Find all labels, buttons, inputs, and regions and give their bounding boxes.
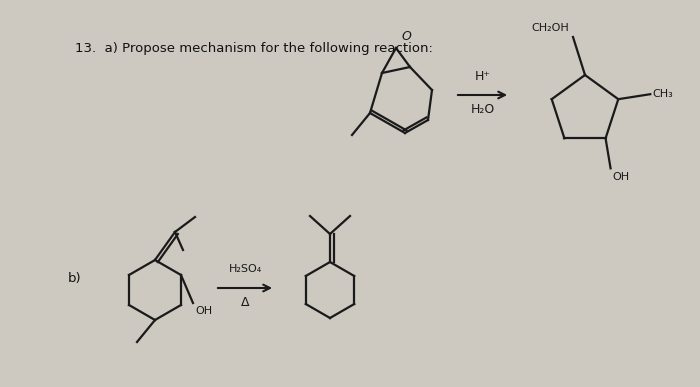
Text: CH₃: CH₃	[652, 89, 673, 99]
Text: Δ: Δ	[241, 296, 249, 309]
Text: H₂SO₄: H₂SO₄	[228, 264, 262, 274]
Text: H⁺: H⁺	[475, 70, 491, 83]
Text: OH: OH	[612, 172, 630, 182]
Text: OH: OH	[195, 306, 212, 316]
Text: CH₂OH: CH₂OH	[531, 23, 569, 33]
Text: O: O	[401, 30, 411, 43]
Text: b): b)	[68, 272, 82, 285]
Text: H₂O: H₂O	[470, 103, 495, 116]
Text: 13.  a) Propose mechanism for the following reaction:: 13. a) Propose mechanism for the followi…	[75, 42, 433, 55]
